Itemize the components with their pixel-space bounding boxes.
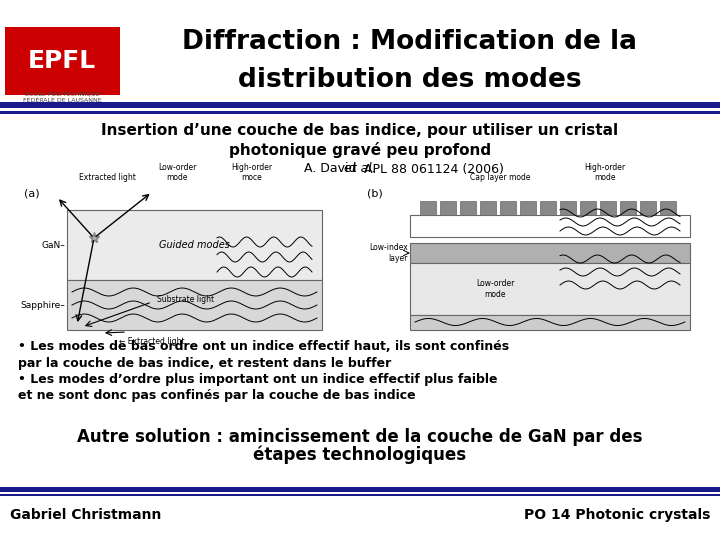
- Bar: [420, 201, 436, 215]
- Bar: [5, 27, 120, 95]
- Text: Gabriel Christmann: Gabriel Christmann: [10, 508, 161, 522]
- Text: Sapphire–: Sapphire–: [20, 300, 65, 309]
- Bar: [540, 201, 556, 215]
- Text: EPFL: EPFL: [28, 49, 96, 73]
- Bar: [580, 201, 596, 215]
- Text: ÉCOLE POLYTECHNIQUE: ÉCOLE POLYTECHNIQUE: [24, 91, 99, 97]
- Bar: [640, 201, 656, 215]
- Bar: [620, 201, 636, 215]
- Text: A. David: A. David: [304, 163, 360, 176]
- Bar: [410, 315, 690, 330]
- Bar: [410, 215, 690, 237]
- Bar: [560, 201, 576, 215]
- Text: High-order
mode: High-order mode: [585, 163, 626, 182]
- Text: photonique gravé peu profond: photonique gravé peu profond: [229, 142, 491, 158]
- Bar: [660, 201, 676, 215]
- Bar: [0, 111, 720, 114]
- Text: et ne sont donc pas confinés par la couche de bas indice: et ne sont donc pas confinés par la couc…: [18, 388, 415, 402]
- Text: Insertion d’une couche de bas indice, pour utiliser un cristal: Insertion d’une couche de bas indice, po…: [102, 123, 618, 138]
- Text: par la couche de bas indice, et restent dans le buffer: par la couche de bas indice, et restent …: [18, 356, 391, 369]
- Text: et al.: et al.: [344, 163, 376, 176]
- Text: FÉDÉRALE DE LAUSANNE: FÉDÉRALE DE LAUSANNE: [23, 98, 102, 103]
- Bar: [67, 280, 322, 330]
- Text: Diffraction : Modification de la: Diffraction : Modification de la: [182, 29, 637, 55]
- Bar: [67, 210, 322, 280]
- Text: distribution des modes: distribution des modes: [238, 67, 582, 93]
- Text: • Les modes de bas ordre ont un indice effectif haut, ils sont confinés: • Les modes de bas ordre ont un indice e…: [18, 341, 509, 354]
- Text: Cap layer mode: Cap layer mode: [469, 173, 530, 182]
- Text: GaN–: GaN–: [41, 240, 65, 249]
- Bar: [0, 487, 720, 492]
- Text: (b): (b): [367, 189, 383, 199]
- Text: Low-order
mode: Low-order mode: [158, 163, 196, 182]
- Text: Extracted light: Extracted light: [78, 173, 135, 182]
- Text: étapes technologiques: étapes technologiques: [253, 446, 467, 464]
- Text: Low-index
layer: Low-index layer: [369, 244, 408, 262]
- Bar: [480, 201, 496, 215]
- Bar: [440, 201, 456, 215]
- Bar: [460, 201, 476, 215]
- Bar: [0, 102, 720, 108]
- Bar: [0, 494, 720, 496]
- Bar: [520, 201, 536, 215]
- Bar: [500, 201, 516, 215]
- Text: ← Extracted light: ← Extracted light: [120, 337, 185, 346]
- Text: Guided modes: Guided modes: [159, 240, 230, 250]
- Bar: [410, 263, 690, 315]
- Text: APL 88 061124 (2006): APL 88 061124 (2006): [360, 163, 504, 176]
- Text: High-order
moce: High-order moce: [231, 163, 273, 182]
- Text: Substrate light: Substrate light: [157, 295, 214, 305]
- Bar: [600, 201, 616, 215]
- Bar: [410, 243, 690, 263]
- Text: PO 14 Photonic crystals: PO 14 Photonic crystals: [523, 508, 710, 522]
- Text: • Les modes d’ordre plus important ont un indice effectif plus faible: • Les modes d’ordre plus important ont u…: [18, 373, 498, 386]
- Text: Low-order
mode: Low-order mode: [476, 279, 514, 299]
- Text: (a): (a): [24, 189, 40, 199]
- Text: Autre solution : amincissement de la couche de GaN par des: Autre solution : amincissement de la cou…: [77, 428, 643, 446]
